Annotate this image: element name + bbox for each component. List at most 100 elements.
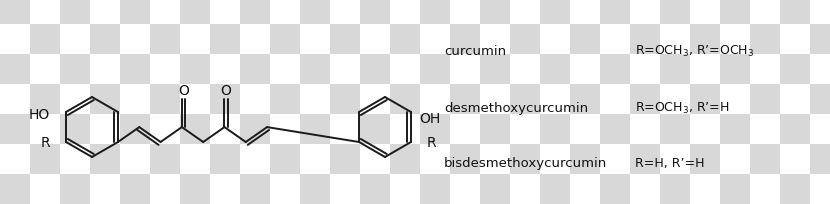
Bar bbox=[0, 114, 30, 144]
Bar bbox=[480, 25, 510, 55]
Bar bbox=[270, 55, 300, 85]
Bar bbox=[450, 0, 480, 25]
Bar bbox=[120, 55, 150, 85]
Bar bbox=[600, 55, 630, 85]
Bar bbox=[450, 174, 480, 204]
Bar bbox=[720, 55, 750, 85]
Bar bbox=[60, 25, 90, 55]
Bar bbox=[450, 25, 480, 55]
Bar bbox=[30, 85, 60, 114]
Bar bbox=[780, 0, 810, 25]
Bar bbox=[810, 0, 830, 25]
Bar bbox=[210, 144, 240, 174]
Bar bbox=[360, 144, 390, 174]
Bar bbox=[120, 174, 150, 204]
Bar bbox=[810, 144, 830, 174]
Bar bbox=[630, 85, 660, 114]
Bar bbox=[120, 144, 150, 174]
Bar bbox=[240, 174, 270, 204]
Text: R: R bbox=[41, 135, 50, 149]
Bar bbox=[750, 174, 780, 204]
Bar bbox=[420, 174, 450, 204]
Bar bbox=[360, 85, 390, 114]
Bar bbox=[390, 25, 420, 55]
Bar bbox=[210, 25, 240, 55]
Bar bbox=[210, 85, 240, 114]
Bar bbox=[420, 25, 450, 55]
Bar bbox=[390, 144, 420, 174]
Bar bbox=[150, 144, 180, 174]
Bar bbox=[210, 0, 240, 25]
Bar bbox=[630, 55, 660, 85]
Bar bbox=[570, 144, 600, 174]
Bar bbox=[150, 25, 180, 55]
Bar bbox=[150, 0, 180, 25]
Bar bbox=[540, 55, 570, 85]
Bar bbox=[480, 85, 510, 114]
Bar bbox=[390, 0, 420, 25]
Bar bbox=[510, 0, 540, 25]
Bar bbox=[330, 25, 360, 55]
Bar bbox=[60, 55, 90, 85]
Bar bbox=[690, 0, 720, 25]
Bar bbox=[810, 25, 830, 55]
Bar bbox=[0, 0, 30, 25]
Bar bbox=[690, 85, 720, 114]
Bar bbox=[480, 0, 510, 25]
Bar bbox=[90, 114, 120, 144]
Bar bbox=[60, 144, 90, 174]
Bar bbox=[570, 0, 600, 25]
Bar bbox=[120, 114, 150, 144]
Bar bbox=[570, 85, 600, 114]
Bar bbox=[360, 25, 390, 55]
Bar bbox=[300, 174, 330, 204]
Bar bbox=[330, 144, 360, 174]
Bar bbox=[420, 114, 450, 144]
Bar bbox=[120, 25, 150, 55]
Text: OH: OH bbox=[419, 111, 440, 125]
Bar bbox=[30, 55, 60, 85]
Bar bbox=[30, 25, 60, 55]
Bar bbox=[180, 144, 210, 174]
Bar bbox=[750, 144, 780, 174]
Bar bbox=[480, 144, 510, 174]
Bar bbox=[300, 114, 330, 144]
Bar bbox=[780, 174, 810, 204]
Bar bbox=[720, 85, 750, 114]
Bar bbox=[780, 114, 810, 144]
Bar bbox=[660, 174, 690, 204]
Bar bbox=[600, 174, 630, 204]
Bar bbox=[240, 25, 270, 55]
Bar bbox=[600, 0, 630, 25]
Bar bbox=[540, 25, 570, 55]
Bar bbox=[270, 144, 300, 174]
Bar bbox=[180, 174, 210, 204]
Bar bbox=[120, 85, 150, 114]
Bar bbox=[270, 85, 300, 114]
Bar bbox=[750, 0, 780, 25]
Bar bbox=[810, 55, 830, 85]
Bar bbox=[150, 85, 180, 114]
Bar bbox=[210, 55, 240, 85]
Bar bbox=[240, 144, 270, 174]
Bar bbox=[570, 25, 600, 55]
Bar bbox=[750, 114, 780, 144]
Bar bbox=[780, 144, 810, 174]
Bar bbox=[300, 85, 330, 114]
Bar bbox=[660, 114, 690, 144]
Bar bbox=[600, 144, 630, 174]
Bar bbox=[330, 174, 360, 204]
Bar bbox=[780, 85, 810, 114]
Bar bbox=[690, 144, 720, 174]
Bar bbox=[510, 85, 540, 114]
Bar bbox=[420, 85, 450, 114]
Bar bbox=[270, 114, 300, 144]
Bar bbox=[330, 0, 360, 25]
Text: R=H, R’=H: R=H, R’=H bbox=[635, 157, 705, 170]
Bar bbox=[0, 55, 30, 85]
Bar bbox=[720, 144, 750, 174]
Bar bbox=[720, 0, 750, 25]
Text: desmethoxycurcumin: desmethoxycurcumin bbox=[444, 102, 588, 115]
Bar bbox=[210, 174, 240, 204]
Bar bbox=[540, 174, 570, 204]
